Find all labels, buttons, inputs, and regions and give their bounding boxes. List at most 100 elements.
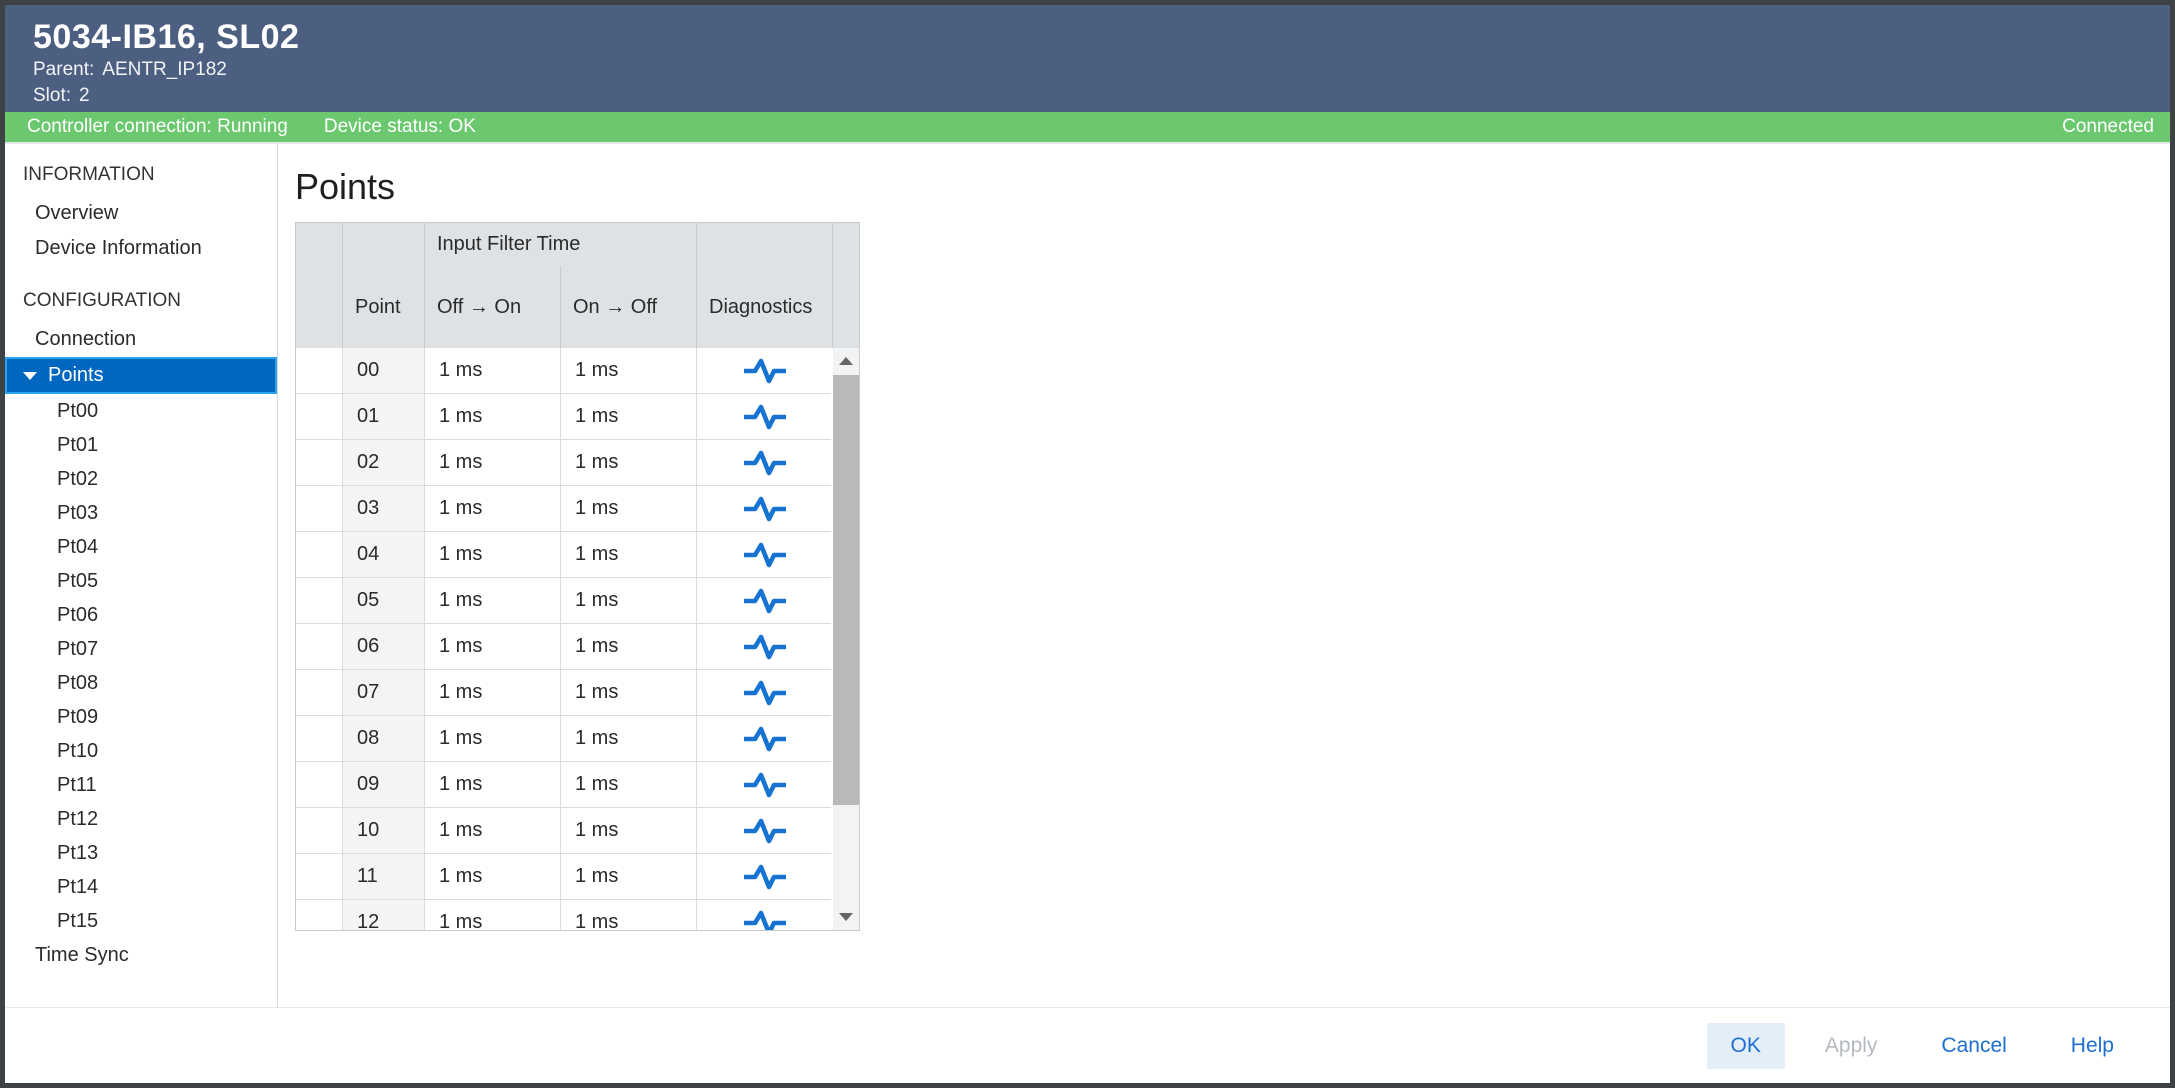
on-to-off-cell[interactable]: 1 ms [560,348,696,393]
sidebar-item-pt07[interactable]: Pt07 [57,637,99,660]
table-row: 11 1 ms 1 ms [296,854,832,900]
sidebar-item-points[interactable]: Points [5,357,277,394]
vertical-scrollbar[interactable] [831,348,859,930]
off-to-on-cell[interactable]: 1 ms [424,486,560,531]
diagnostics-cell[interactable] [696,808,832,853]
off-to-on-cell[interactable]: 1 ms [424,762,560,807]
row-selector-cell[interactable] [296,532,342,577]
point-cell[interactable]: 02 [342,440,424,485]
on-to-off-cell[interactable]: 1 ms [560,440,696,485]
diagnostics-cell[interactable] [696,670,832,715]
point-cell[interactable]: 00 [342,348,424,393]
sidebar-item-pt09[interactable]: Pt09 [57,705,99,728]
table-row: 01 1 ms 1 ms [296,394,832,440]
point-cell[interactable]: 11 [342,854,424,899]
row-selector-cell[interactable] [296,578,342,623]
off-to-on-cell[interactable]: 1 ms [424,394,560,439]
point-cell[interactable]: 08 [342,716,424,761]
sidebar-item-time-sync[interactable]: Time Sync [35,944,129,966]
sidebar-item-pt03[interactable]: Pt03 [57,501,99,524]
sidebar-item-pt06[interactable]: Pt06 [57,603,99,626]
point-cell[interactable]: 10 [342,808,424,853]
sidebar-item-pt12[interactable]: Pt12 [57,807,99,830]
point-cell[interactable]: 12 [342,900,424,930]
diagnostics-cell[interactable] [696,854,832,899]
point-cell[interactable]: 07 [342,670,424,715]
on-to-off-cell[interactable]: 1 ms [560,532,696,577]
row-selector-cell[interactable] [296,624,342,669]
row-selector-cell[interactable] [296,670,342,715]
off-to-on-cell[interactable]: 1 ms [424,532,560,577]
scroll-down-button[interactable] [833,904,859,930]
point-cell[interactable]: 09 [342,762,424,807]
sidebar-item-pt05[interactable]: Pt05 [57,569,99,592]
chevron-down-icon [23,371,37,380]
diagnostics-cell[interactable] [696,900,832,930]
sidebar-item-pt14[interactable]: Pt14 [57,875,99,898]
point-cell[interactable]: 03 [342,486,424,531]
scroll-up-button[interactable] [833,348,859,374]
diagnostics-cell[interactable] [696,440,832,485]
point-cell[interactable]: 01 [342,394,424,439]
sidebar-item-pt11[interactable]: Pt11 [57,773,97,796]
off-to-on-cell[interactable]: 1 ms [424,808,560,853]
scrollbar-thumb[interactable] [833,375,859,805]
on-to-off-cell[interactable]: 1 ms [560,716,696,761]
sidebar-item-pt01[interactable]: Pt01 [57,433,99,456]
help-button[interactable]: Help [2047,1023,2138,1069]
row-selector-cell[interactable] [296,486,342,531]
diagnostics-cell[interactable] [696,578,832,623]
sidebar-item-pt15[interactable]: Pt15 [57,909,99,932]
point-cell[interactable]: 04 [342,532,424,577]
diagnostics-cell[interactable] [696,486,832,531]
on-to-off-cell[interactable]: 1 ms [560,670,696,715]
row-selector-cell[interactable] [296,394,342,439]
waveform-icon [743,496,786,521]
sidebar-item-pt08[interactable]: Pt08 [57,671,99,694]
point-cell[interactable]: 06 [342,624,424,669]
diagnostics-cell[interactable] [696,716,832,761]
off-to-on-cell[interactable]: 1 ms [424,900,560,930]
row-selector-cell[interactable] [296,854,342,899]
sidebar-item-overview[interactable]: Overview [35,202,119,224]
content-area: INFORMATION Overview Device Information … [5,144,2170,1007]
sidebar-item-pt10[interactable]: Pt10 [57,739,99,762]
cancel-button[interactable]: Cancel [1917,1023,2030,1069]
row-selector-cell[interactable] [296,716,342,761]
off-to-on-cell[interactable]: 1 ms [424,624,560,669]
on-to-off-cell[interactable]: 1 ms [560,394,696,439]
ok-button[interactable]: OK [1706,1022,1785,1069]
section-title: Points [295,166,396,207]
row-selector-cell[interactable] [296,762,342,807]
off-to-on-cell[interactable]: 1 ms [424,854,560,899]
sidebar-item-pt02[interactable]: Pt02 [57,467,99,490]
on-to-off-cell[interactable]: 1 ms [560,762,696,807]
diagnostics-cell[interactable] [696,532,832,577]
row-selector-cell[interactable] [296,440,342,485]
row-selector-cell[interactable] [296,900,342,930]
off-to-on-cell[interactable]: 1 ms [424,578,560,623]
diagnostics-cell[interactable] [696,762,832,807]
off-to-on-cell[interactable]: 1 ms [424,716,560,761]
row-selector-cell[interactable] [296,808,342,853]
diagnostics-cell[interactable] [696,624,832,669]
off-to-on-cell[interactable]: 1 ms [424,670,560,715]
row-selector-cell[interactable] [296,348,342,393]
point-cell[interactable]: 05 [342,578,424,623]
sidebar-item-connection[interactable]: Connection [35,328,137,350]
off-to-on-cell[interactable]: 1 ms [424,440,560,485]
diagnostics-cell[interactable] [696,348,832,393]
on-to-off-cell[interactable]: 1 ms [560,486,696,531]
on-to-off-cell[interactable]: 1 ms [560,854,696,899]
sidebar-item-pt13[interactable]: Pt13 [57,841,99,864]
on-to-off-cell[interactable]: 1 ms [560,624,696,669]
sidebar-item-pt00[interactable]: Pt00 [57,399,99,422]
sidebar-item-pt04[interactable]: Pt04 [57,535,99,558]
sidebar-item-device-information[interactable]: Device Information [35,237,202,259]
apply-button[interactable]: Apply [1801,1023,1902,1069]
on-to-off-cell[interactable]: 1 ms [560,578,696,623]
on-to-off-cell[interactable]: 1 ms [560,900,696,930]
off-to-on-cell[interactable]: 1 ms [424,348,560,393]
on-to-off-cell[interactable]: 1 ms [560,808,696,853]
diagnostics-cell[interactable] [696,394,832,439]
